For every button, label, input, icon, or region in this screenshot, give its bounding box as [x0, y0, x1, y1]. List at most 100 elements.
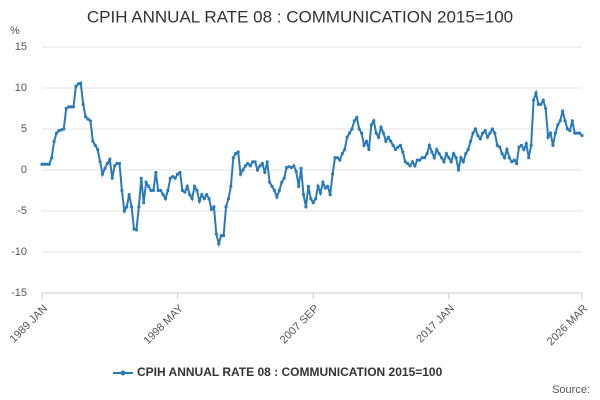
point: [134, 228, 139, 232]
point: [335, 156, 340, 160]
point: [81, 102, 85, 106]
point: [195, 188, 199, 193]
point: [459, 156, 463, 160]
point: [156, 188, 160, 193]
point: [512, 158, 516, 162]
point: [122, 209, 126, 213]
point: [410, 160, 415, 164]
point: [180, 188, 185, 193]
point: [563, 119, 567, 123]
point: [149, 188, 153, 193]
point: [166, 188, 170, 193]
point: [142, 201, 146, 205]
point: [551, 143, 555, 147]
point: [502, 156, 507, 160]
point: [255, 168, 260, 172]
point: [539, 102, 543, 106]
point: [277, 188, 281, 193]
point: [328, 193, 332, 197]
point: [129, 205, 134, 209]
point: [115, 161, 119, 166]
point: [570, 119, 574, 123]
point: [541, 98, 545, 102]
point: [384, 139, 388, 143]
point: [406, 161, 410, 166]
point: [183, 190, 187, 194]
point: [367, 147, 371, 152]
point: [345, 135, 349, 139]
series-line: [42, 81, 583, 248]
point: [393, 147, 398, 152]
x-tick-label: 1989 JAN: [8, 303, 51, 346]
point: [188, 193, 192, 197]
point: [280, 180, 284, 184]
point: [362, 143, 366, 147]
point: [558, 119, 562, 123]
source: Source:: [552, 384, 590, 396]
point: [297, 184, 301, 188]
point: [389, 139, 393, 143]
point: [163, 197, 168, 201]
point: [105, 161, 109, 166]
point: [311, 201, 315, 205]
point: [556, 123, 560, 127]
point: [343, 147, 347, 152]
point: [132, 227, 136, 231]
point: [447, 156, 451, 160]
point: [79, 81, 83, 85]
point: [360, 131, 364, 135]
point: [243, 164, 248, 168]
point: [309, 197, 313, 201]
point: [120, 188, 124, 193]
point: [45, 162, 49, 166]
point: [442, 160, 446, 164]
point: [127, 193, 131, 197]
point: [67, 105, 71, 109]
point: [171, 174, 175, 179]
point: [258, 164, 262, 168]
point: [577, 131, 582, 135]
y-tick-label: -5: [17, 205, 27, 217]
point: [125, 205, 129, 209]
point: [347, 131, 352, 135]
y-tick-label: -15: [11, 287, 27, 299]
point: [340, 152, 344, 156]
point: [439, 156, 444, 160]
point: [420, 156, 424, 160]
point: [161, 193, 165, 197]
point: [357, 127, 361, 131]
point: [159, 188, 163, 193]
point: [476, 133, 480, 138]
point: [294, 170, 298, 174]
point: [505, 147, 509, 152]
point: [83, 115, 88, 119]
x-tick-label: 2007 SEP: [278, 303, 322, 347]
point: [209, 207, 214, 211]
point: [490, 127, 495, 131]
point: [205, 193, 209, 197]
point: [265, 160, 269, 164]
point: [425, 152, 429, 156]
point: [546, 135, 550, 139]
point: [507, 156, 511, 160]
point: [246, 161, 250, 166]
point: [248, 164, 252, 168]
point: [485, 135, 490, 139]
point: [234, 152, 238, 156]
point: [284, 165, 289, 170]
point: [272, 188, 277, 193]
point: [449, 160, 453, 164]
point: [488, 131, 492, 135]
point: [321, 180, 325, 184]
y-tick-label: 10: [15, 82, 27, 94]
point: [64, 106, 68, 111]
point: [381, 131, 386, 135]
point: [96, 147, 100, 152]
point: [355, 115, 359, 120]
point: [222, 234, 226, 238]
point: [219, 234, 223, 238]
point: [500, 152, 504, 156]
point: [580, 133, 584, 138]
point: [338, 158, 342, 162]
